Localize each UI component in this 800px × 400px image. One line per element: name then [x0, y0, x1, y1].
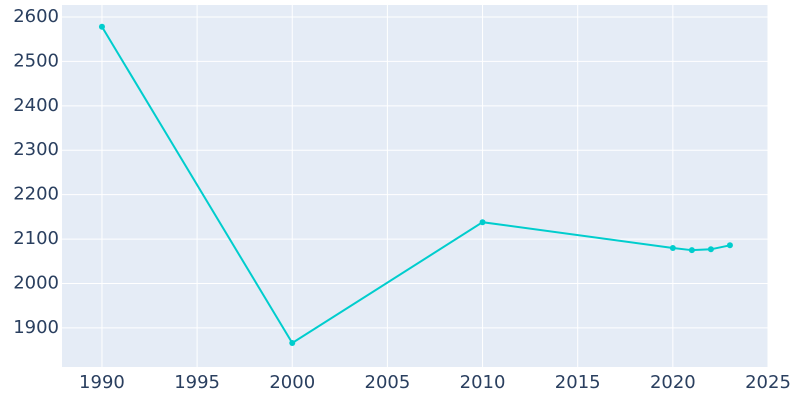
x-tick-label: 1990 [79, 372, 125, 393]
y-tick-label: 2600 [13, 6, 59, 27]
y-tick-label: 2000 [13, 272, 59, 293]
point [669, 244, 676, 251]
x-tick-label: 1995 [174, 372, 220, 393]
y-tick-label: 2300 [13, 139, 59, 160]
x-tick-label: 2000 [269, 372, 315, 393]
x-tick-label: 2025 [745, 372, 791, 393]
x-tick-label: 2020 [650, 372, 696, 393]
y-tick-label: 1900 [13, 317, 59, 338]
x-tick-label: 2010 [460, 372, 506, 393]
plot-area [62, 5, 768, 367]
x-tick-label: 2015 [555, 372, 601, 393]
y-tick-label: 2200 [13, 184, 59, 205]
x-tick-label: 2005 [365, 372, 411, 393]
point [707, 246, 714, 253]
point [726, 242, 733, 249]
y-tick-label: 2100 [13, 228, 59, 249]
point [98, 23, 105, 30]
y-tick-label: 2500 [13, 50, 59, 71]
point [289, 340, 296, 347]
point [688, 247, 695, 254]
point [479, 219, 486, 226]
y-tick-label: 2400 [13, 95, 59, 116]
